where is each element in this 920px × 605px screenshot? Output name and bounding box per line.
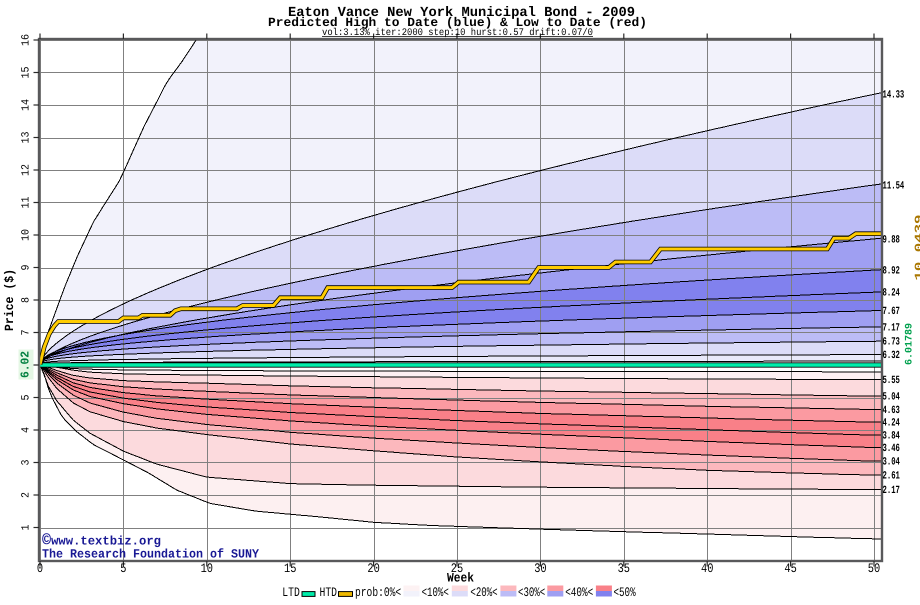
svg-text:40: 40 bbox=[701, 561, 713, 576]
svg-text:8: 8 bbox=[21, 297, 33, 303]
svg-text:4.24: 4.24 bbox=[883, 418, 901, 430]
svg-text:10.0439: 10.0439 bbox=[914, 215, 920, 281]
svg-text:©www.textbiz.org: ©www.textbiz.org bbox=[42, 532, 161, 550]
svg-text:HTD: HTD bbox=[320, 585, 338, 600]
svg-text:5.55: 5.55 bbox=[883, 375, 901, 387]
svg-text:6.02: 6.02 bbox=[19, 351, 33, 378]
svg-text:3.04: 3.04 bbox=[883, 457, 901, 469]
svg-text:2.17: 2.17 bbox=[883, 485, 900, 497]
svg-text:6.73: 6.73 bbox=[883, 337, 901, 349]
svg-text:2: 2 bbox=[21, 492, 33, 498]
svg-text:7.67: 7.67 bbox=[883, 306, 900, 318]
svg-text:3.46: 3.46 bbox=[883, 443, 900, 455]
svg-text:4: 4 bbox=[21, 427, 33, 433]
svg-text:3.84: 3.84 bbox=[883, 431, 901, 443]
svg-text:4.63: 4.63 bbox=[883, 405, 901, 417]
svg-text:35: 35 bbox=[618, 561, 630, 576]
svg-text:15: 15 bbox=[21, 67, 33, 79]
svg-text:9.88: 9.88 bbox=[883, 234, 901, 246]
svg-text:11: 11 bbox=[21, 196, 33, 208]
svg-text:LTD: LTD bbox=[282, 585, 300, 600]
svg-text:Predicted High to Date (blue): Predicted High to Date (blue) & Low to D… bbox=[268, 16, 647, 30]
svg-text:14: 14 bbox=[21, 99, 33, 111]
svg-text:6.32: 6.32 bbox=[883, 350, 900, 362]
svg-text:50: 50 bbox=[868, 561, 880, 576]
svg-text:Price ($): Price ($) bbox=[3, 269, 17, 331]
svg-text:15: 15 bbox=[284, 561, 296, 576]
svg-text:3: 3 bbox=[21, 460, 33, 466]
svg-text:25: 25 bbox=[451, 561, 463, 576]
svg-text:9: 9 bbox=[21, 265, 33, 271]
svg-text:6.01789: 6.01789 bbox=[905, 323, 916, 365]
svg-text:20: 20 bbox=[367, 561, 379, 576]
svg-text:16: 16 bbox=[21, 34, 33, 46]
svg-text:5: 5 bbox=[21, 395, 33, 401]
svg-text:30: 30 bbox=[534, 561, 546, 576]
svg-text:5.04: 5.04 bbox=[883, 392, 901, 404]
svg-text:<50%: <50% bbox=[614, 585, 636, 600]
svg-text:vol:3.13% iter:2000 step:10 hu: vol:3.13% iter:2000 step:10 hurst:0.57 d… bbox=[322, 27, 593, 39]
svg-text:1: 1 bbox=[21, 524, 33, 530]
svg-text:Eaton Vance New York Municipal: Eaton Vance New York Municipal Bond - 20… bbox=[288, 6, 635, 21]
svg-text:45: 45 bbox=[784, 561, 796, 576]
svg-text:8.24: 8.24 bbox=[883, 288, 901, 300]
svg-text:7.17: 7.17 bbox=[883, 322, 900, 334]
svg-text:7: 7 bbox=[21, 330, 33, 336]
svg-text:12: 12 bbox=[21, 164, 33, 176]
svg-text:13: 13 bbox=[21, 132, 33, 144]
svg-text:8.92: 8.92 bbox=[883, 266, 900, 278]
svg-text:10: 10 bbox=[201, 561, 213, 576]
svg-text:The Research Foundation of SUN: The Research Foundation of SUNY bbox=[42, 548, 259, 562]
svg-text:<20%<: <20%< bbox=[470, 585, 497, 600]
svg-text:11.54: 11.54 bbox=[883, 180, 905, 192]
svg-text:0: 0 bbox=[37, 561, 43, 576]
svg-text:14.33: 14.33 bbox=[883, 90, 905, 102]
svg-text:5: 5 bbox=[120, 561, 126, 576]
svg-text:2.61: 2.61 bbox=[883, 471, 901, 483]
svg-text:<40%<: <40%< bbox=[565, 585, 593, 600]
svg-text:<30%<: <30%< bbox=[518, 585, 545, 600]
svg-text:<10%<: <10%< bbox=[422, 585, 449, 600]
svg-text:Week: Week bbox=[447, 571, 474, 586]
svg-text:prob:0%<: prob:0%< bbox=[355, 585, 401, 600]
svg-text:10: 10 bbox=[21, 229, 33, 241]
